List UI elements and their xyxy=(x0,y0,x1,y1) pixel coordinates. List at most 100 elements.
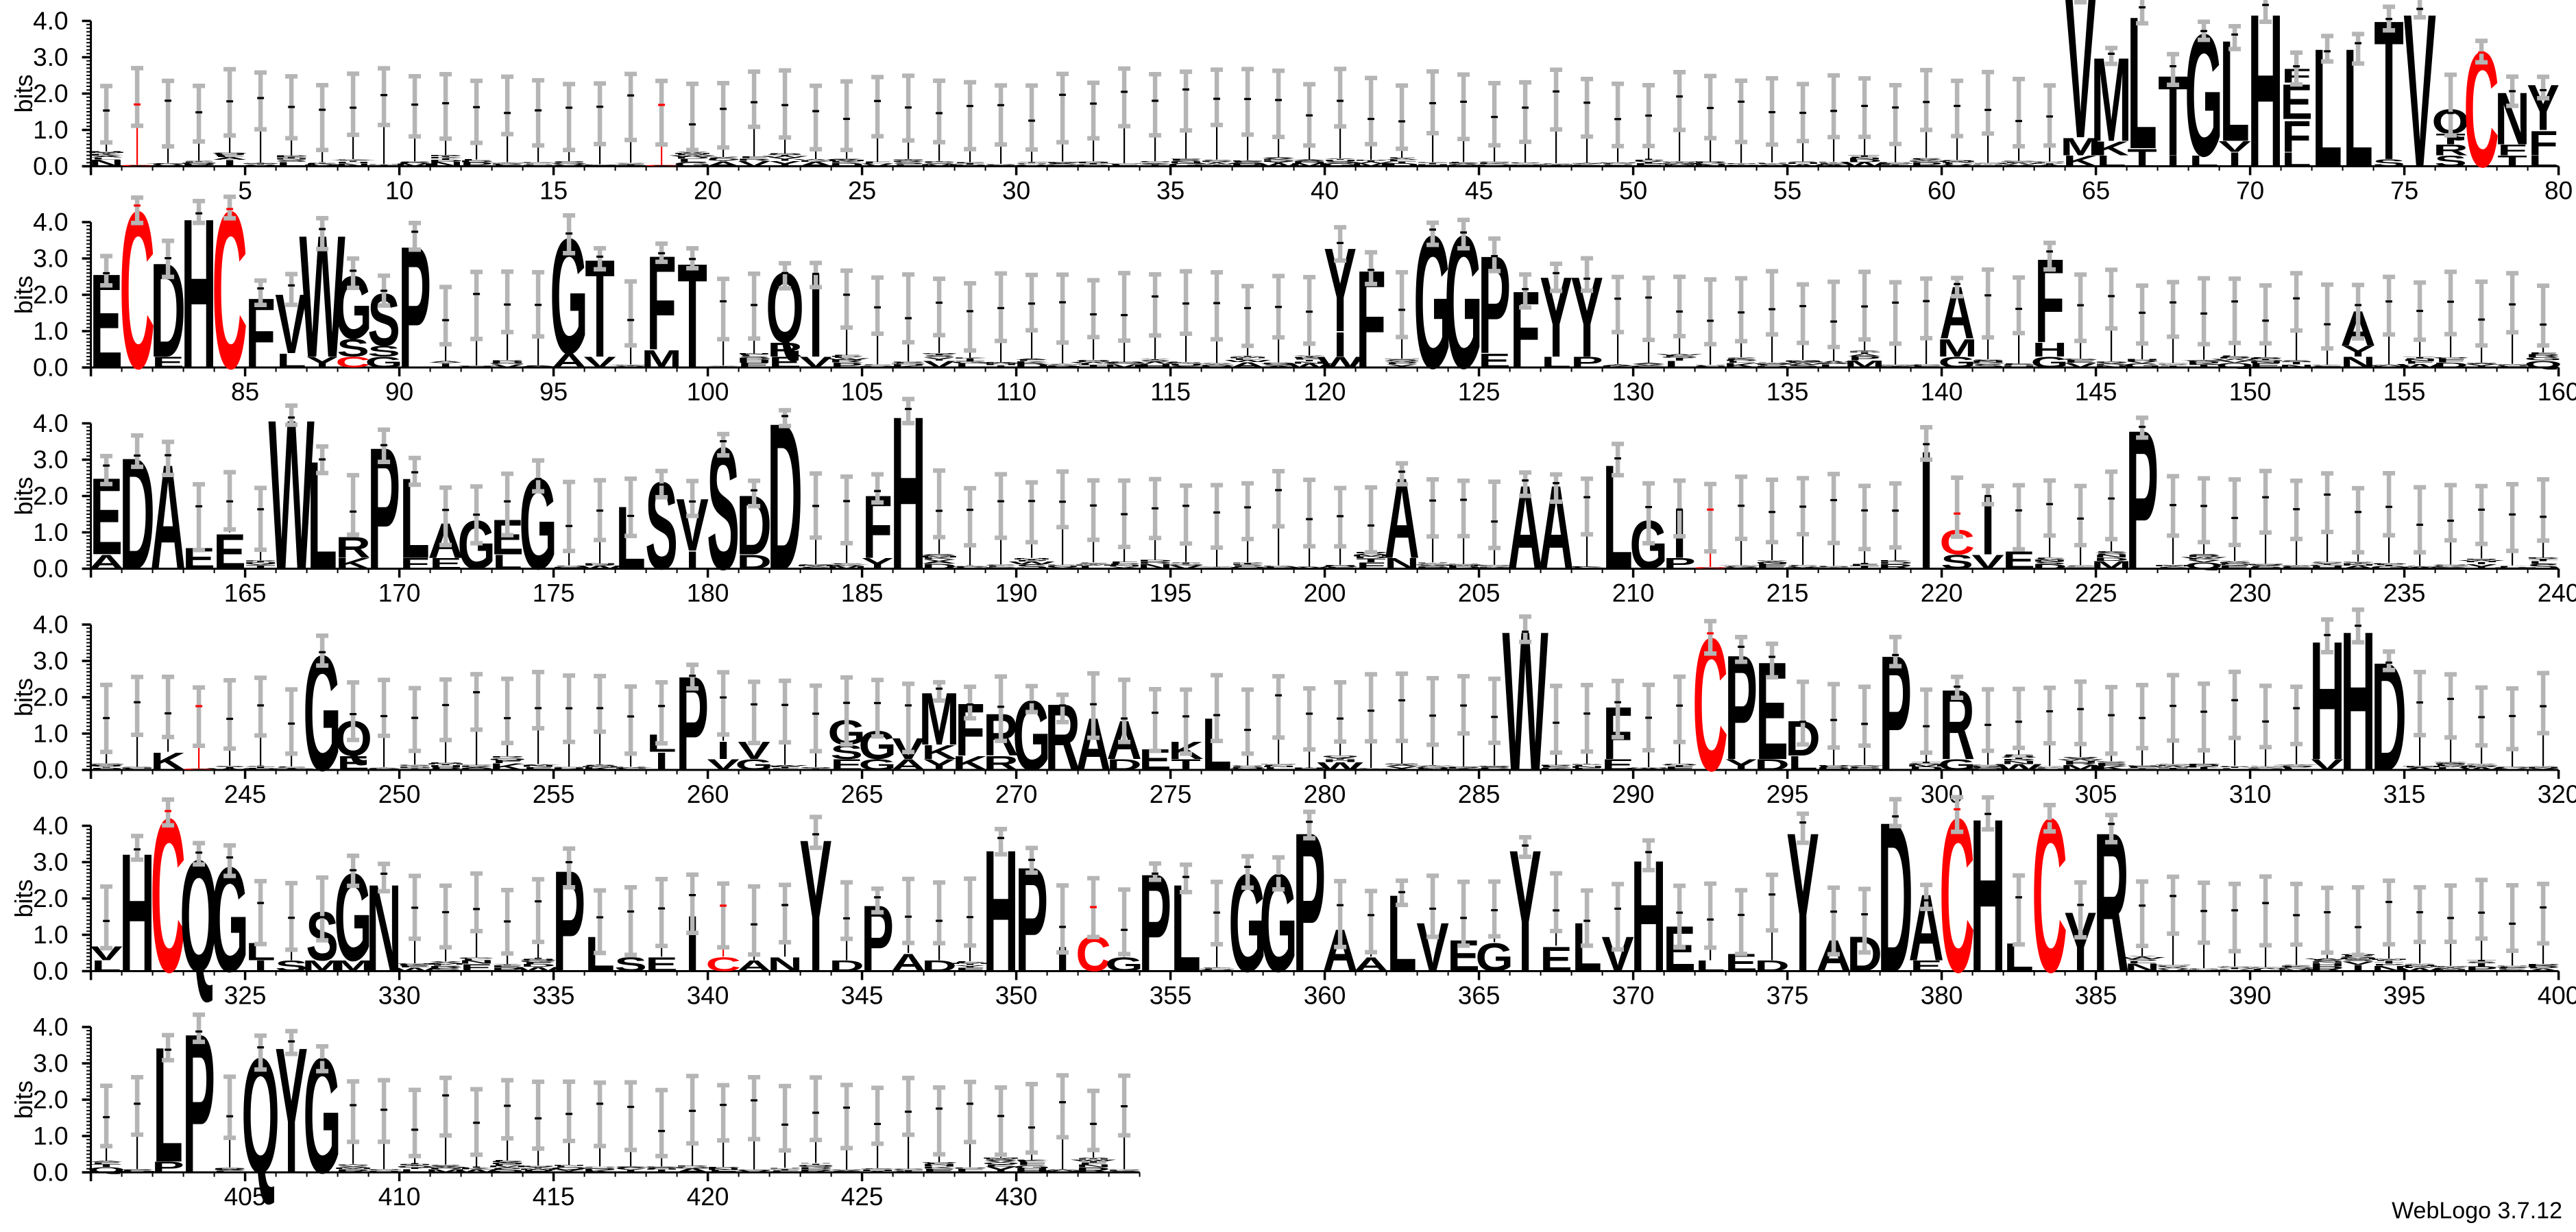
svg-text:230: 230 xyxy=(2229,579,2272,607)
svg-text:Y: Y xyxy=(2095,361,2127,362)
svg-text:L: L xyxy=(955,961,984,963)
svg-text:2.0: 2.0 xyxy=(33,684,68,712)
svg-text:G: G xyxy=(1321,565,1359,566)
svg-text:S: S xyxy=(1848,765,1880,766)
svg-text:N: N xyxy=(2494,965,2529,966)
svg-text:145: 145 xyxy=(2075,378,2117,406)
svg-text:N: N xyxy=(520,1165,555,1166)
svg-text:245: 245 xyxy=(224,780,267,808)
svg-text:bits: bits xyxy=(10,678,38,716)
svg-text:V: V xyxy=(429,961,462,963)
svg-text:40: 40 xyxy=(1311,177,1339,205)
svg-text:bits: bits xyxy=(10,1080,38,1119)
svg-text:L: L xyxy=(1695,958,1725,974)
svg-text:135: 135 xyxy=(1766,378,1809,406)
svg-text:15: 15 xyxy=(539,177,568,205)
svg-text:2.0: 2.0 xyxy=(33,281,68,309)
svg-text:F: F xyxy=(862,162,892,163)
svg-text:R: R xyxy=(2186,968,2221,969)
svg-text:N: N xyxy=(366,1169,401,1170)
svg-text:Y: Y xyxy=(1725,357,1757,359)
svg-text:160: 160 xyxy=(2538,378,2576,406)
svg-text:S: S xyxy=(830,158,862,159)
svg-text:D: D xyxy=(2371,563,2406,564)
svg-text:3.0: 3.0 xyxy=(33,43,68,71)
svg-text:1.0: 1.0 xyxy=(33,720,68,748)
svg-text:H: H xyxy=(613,766,648,767)
svg-text:R: R xyxy=(675,1165,709,1167)
svg-text:55: 55 xyxy=(1773,177,1801,205)
svg-text:130: 130 xyxy=(1612,378,1655,406)
svg-text:F: F xyxy=(2528,352,2557,355)
svg-text:S: S xyxy=(2280,565,2312,566)
svg-text:290: 290 xyxy=(1612,780,1655,808)
svg-text:275: 275 xyxy=(1150,780,1192,808)
svg-text:WebLogo 3.7.12: WebLogo 3.7.12 xyxy=(2392,1198,2562,1224)
svg-text:3.0: 3.0 xyxy=(33,647,68,675)
svg-text:165: 165 xyxy=(224,579,267,607)
svg-text:D: D xyxy=(428,762,463,764)
svg-text:0.0: 0.0 xyxy=(33,756,68,784)
svg-text:25: 25 xyxy=(848,177,876,205)
svg-text:Y: Y xyxy=(1077,1157,1109,1159)
svg-text:4.0: 4.0 xyxy=(33,409,68,437)
svg-text:0.0: 0.0 xyxy=(33,555,68,583)
svg-text:D: D xyxy=(1754,560,1789,561)
svg-text:250: 250 xyxy=(378,780,421,808)
svg-text:240: 240 xyxy=(2538,579,2576,607)
svg-text:1.0: 1.0 xyxy=(33,921,68,949)
svg-text:D: D xyxy=(829,958,864,974)
svg-text:I: I xyxy=(1426,765,1439,766)
svg-text:D: D xyxy=(921,958,956,974)
svg-text:2.0: 2.0 xyxy=(33,884,68,913)
svg-text:G: G xyxy=(1105,1169,1143,1170)
svg-text:1.0: 1.0 xyxy=(33,518,68,546)
svg-text:I: I xyxy=(1611,364,1625,365)
svg-text:A: A xyxy=(736,958,771,974)
svg-text:G: G xyxy=(827,563,865,564)
svg-text:Y: Y xyxy=(2156,564,2189,565)
svg-text:400: 400 xyxy=(2538,982,2576,1010)
svg-text:Y: Y xyxy=(367,767,400,768)
svg-text:E: E xyxy=(1540,940,1572,979)
svg-text:110: 110 xyxy=(996,378,1036,406)
svg-text:4.0: 4.0 xyxy=(33,7,68,35)
svg-text:320: 320 xyxy=(2538,780,2576,808)
svg-text:155: 155 xyxy=(2383,378,2426,406)
svg-text:E: E xyxy=(213,524,245,580)
svg-text:M: M xyxy=(980,1158,1021,1159)
svg-text:255: 255 xyxy=(533,780,575,808)
svg-text:S: S xyxy=(2280,360,2312,363)
svg-text:30: 30 xyxy=(1002,177,1030,205)
svg-text:80: 80 xyxy=(2544,177,2573,205)
svg-text:2.0: 2.0 xyxy=(33,80,68,108)
svg-text:1.0: 1.0 xyxy=(33,317,68,346)
svg-text:S: S xyxy=(1786,161,1819,162)
svg-text:V: V xyxy=(2403,0,2435,214)
svg-text:20: 20 xyxy=(694,177,722,205)
svg-text:V: V xyxy=(2280,764,2313,765)
svg-text:150: 150 xyxy=(2229,378,2272,406)
svg-text:4.0: 4.0 xyxy=(33,208,68,237)
svg-text:N: N xyxy=(890,159,925,160)
svg-text:4.0: 4.0 xyxy=(33,1013,68,1041)
svg-text:L: L xyxy=(2127,0,2156,189)
svg-text:225: 225 xyxy=(2075,579,2117,607)
svg-text:420: 420 xyxy=(687,1183,729,1211)
svg-text:G: G xyxy=(951,1167,988,1168)
svg-text:N: N xyxy=(489,360,524,361)
svg-text:285: 285 xyxy=(1458,780,1500,808)
svg-text:Q: Q xyxy=(1845,155,1883,156)
svg-text:bits: bits xyxy=(10,879,38,917)
svg-text:1.0: 1.0 xyxy=(33,116,68,144)
svg-text:185: 185 xyxy=(841,579,884,607)
svg-text:415: 415 xyxy=(533,1183,575,1211)
svg-text:310: 310 xyxy=(2229,780,2272,808)
svg-text:Y: Y xyxy=(1139,359,1171,361)
svg-text:0.0: 0.0 xyxy=(33,1159,68,1187)
svg-text:4.0: 4.0 xyxy=(33,812,68,840)
svg-text:2.0: 2.0 xyxy=(33,1086,68,1114)
svg-text:140: 140 xyxy=(1921,378,1963,406)
svg-text:Q: Q xyxy=(1321,755,1359,758)
svg-text:3.0: 3.0 xyxy=(33,446,68,474)
